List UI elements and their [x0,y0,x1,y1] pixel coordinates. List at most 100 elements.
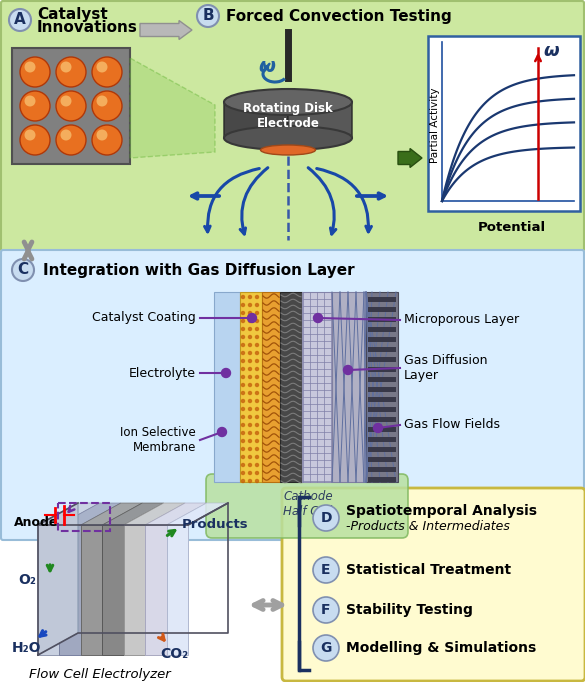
Circle shape [255,375,259,379]
Circle shape [248,367,252,371]
Circle shape [313,597,339,623]
Text: Innovations: Innovations [37,20,138,35]
Bar [262,292,280,482]
Text: Cathode
Half Cell: Cathode Half Cell [283,490,333,518]
Text: Forced Convection Testing: Forced Convection Testing [226,8,452,23]
Circle shape [25,95,36,106]
Circle shape [241,423,245,427]
Circle shape [12,259,34,281]
Bar [368,337,396,342]
Bar [368,457,396,462]
Circle shape [248,295,252,299]
Text: G: G [321,641,332,655]
Text: Gas Diffusion
Layer: Gas Diffusion Layer [404,354,487,382]
Circle shape [248,431,252,435]
Bar [60,525,81,655]
Circle shape [241,311,245,315]
Bar [58,503,110,531]
Circle shape [241,343,245,347]
Polygon shape [130,58,215,158]
Polygon shape [38,503,78,655]
Text: Microporous Layer: Microporous Layer [404,314,519,327]
Circle shape [197,5,219,27]
Circle shape [241,455,245,459]
Text: Modelling & Simulations: Modelling & Simulations [346,641,536,655]
Text: CO₂: CO₂ [160,647,188,661]
Circle shape [248,455,252,459]
Text: Statistical Treatment: Statistical Treatment [346,563,511,577]
Circle shape [255,471,259,475]
Circle shape [255,359,259,364]
Circle shape [241,295,245,299]
Circle shape [248,359,252,364]
Circle shape [255,447,259,451]
Circle shape [313,557,339,583]
Circle shape [248,471,252,475]
Circle shape [248,479,252,484]
Text: Partial Activity: Partial Activity [430,88,440,163]
Text: Spatiotemporal Analysis: Spatiotemporal Analysis [346,504,537,518]
Polygon shape [81,503,142,525]
Text: Gas Flow Fields: Gas Flow Fields [404,419,500,432]
Circle shape [60,61,71,72]
FancyArrow shape [398,149,422,168]
Circle shape [255,367,259,371]
Circle shape [373,424,383,432]
Text: B: B [202,8,214,23]
Bar [167,525,188,655]
Circle shape [20,91,50,121]
Ellipse shape [260,145,315,155]
Circle shape [248,391,252,395]
FancyBboxPatch shape [1,1,584,251]
Circle shape [9,9,31,31]
Bar [368,327,396,332]
Circle shape [241,415,245,419]
Circle shape [241,399,245,403]
FancyBboxPatch shape [206,474,408,538]
Bar [332,292,366,482]
Bar [368,467,396,472]
Bar [368,407,396,412]
Text: Anode: Anode [14,516,59,529]
Circle shape [255,463,259,467]
Ellipse shape [224,126,352,150]
Circle shape [255,343,259,347]
FancyBboxPatch shape [1,250,584,540]
Text: ω: ω [543,42,559,60]
Ellipse shape [224,89,352,115]
Circle shape [241,375,245,379]
Bar [368,397,396,402]
Circle shape [313,505,339,531]
Circle shape [97,61,108,72]
Circle shape [255,479,259,484]
Circle shape [218,428,226,436]
Circle shape [255,327,259,331]
Circle shape [247,314,256,323]
Bar [368,347,396,352]
Circle shape [97,130,108,140]
Bar [240,292,262,482]
Circle shape [248,375,252,379]
Bar [368,317,396,322]
Circle shape [255,295,259,299]
Bar [302,292,332,482]
Text: ω: ω [258,57,275,76]
Bar [12,48,130,164]
Circle shape [248,463,252,467]
Circle shape [60,95,71,106]
Polygon shape [102,503,164,525]
Circle shape [248,351,252,355]
Circle shape [241,351,245,355]
Circle shape [241,479,245,484]
Polygon shape [38,503,99,525]
Bar [368,427,396,432]
Circle shape [255,423,259,427]
Bar [368,447,396,452]
Circle shape [248,383,252,387]
Polygon shape [145,503,207,525]
Bar [81,525,102,655]
Circle shape [241,431,245,435]
Text: Ion Selective
Membrane: Ion Selective Membrane [121,426,196,454]
Circle shape [241,463,245,467]
Circle shape [248,447,252,451]
